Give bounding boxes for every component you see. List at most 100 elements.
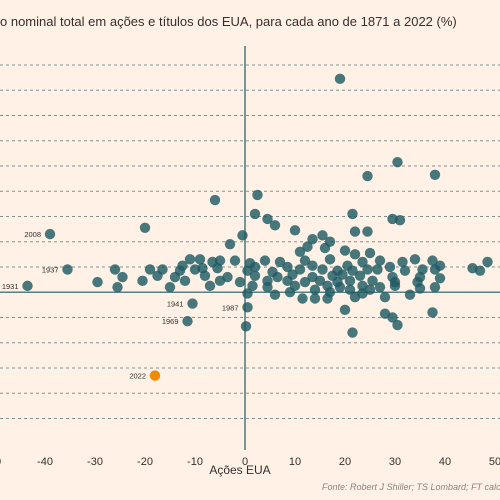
data-point xyxy=(137,275,148,287)
data-point xyxy=(272,271,283,283)
data-point xyxy=(184,254,196,265)
point-label: 1941 xyxy=(167,300,184,309)
data-point xyxy=(314,275,326,287)
data-point xyxy=(259,255,271,266)
data-point xyxy=(434,273,446,284)
x-tick-label: -30 xyxy=(87,456,103,468)
source-note: Fonte: Robert J Shiller; TS Lombard; FT … xyxy=(322,482,500,492)
data-point xyxy=(179,275,191,287)
x-tick-label: -10 xyxy=(187,456,203,468)
data-point xyxy=(22,280,33,292)
data-point xyxy=(262,281,273,293)
data-point xyxy=(164,281,176,293)
point-labels: 2008 1937 1931 1941 1987 1969 2022 xyxy=(2,230,239,380)
data-point xyxy=(274,256,286,268)
data-point xyxy=(362,170,373,182)
x-tick-label: -40 xyxy=(37,456,53,468)
data-point xyxy=(317,230,328,241)
grid-lines xyxy=(0,64,500,419)
data-point xyxy=(319,242,331,254)
data-point xyxy=(189,264,201,275)
data-point xyxy=(284,286,296,298)
data-point xyxy=(240,321,252,332)
data-point xyxy=(429,169,441,180)
data-point xyxy=(392,156,403,168)
x-axis-label: Ações EUA xyxy=(209,463,270,477)
axes xyxy=(0,46,500,450)
data-point xyxy=(302,241,313,252)
data-point xyxy=(262,213,273,225)
data-point xyxy=(209,194,221,206)
data-point xyxy=(334,73,346,85)
data-point xyxy=(364,247,376,259)
data-point xyxy=(387,312,398,323)
data-point xyxy=(229,255,241,266)
x-tick-label: 20 xyxy=(339,456,351,468)
data-point xyxy=(349,249,361,260)
data-point xyxy=(354,270,366,281)
data-point xyxy=(109,264,121,275)
data-point xyxy=(399,265,411,276)
data-point xyxy=(429,264,441,275)
data-point xyxy=(394,215,406,226)
data-point xyxy=(307,260,318,271)
data-point xyxy=(324,286,336,298)
data-point xyxy=(144,264,156,275)
data-point xyxy=(294,246,306,257)
data-point xyxy=(482,256,493,268)
x-tick-label: -20 xyxy=(137,456,153,468)
point-label: 2008 xyxy=(24,230,41,239)
data-point xyxy=(112,281,123,293)
data-point xyxy=(269,289,281,300)
data-point xyxy=(212,263,223,274)
data-point xyxy=(289,225,301,236)
data-point xyxy=(269,220,281,231)
data-point xyxy=(282,261,293,273)
data-point xyxy=(357,288,368,299)
data-point xyxy=(194,254,206,265)
data-point xyxy=(237,230,248,241)
data-point xyxy=(334,281,346,293)
data-point xyxy=(249,208,261,220)
data-point xyxy=(374,281,386,293)
data-point xyxy=(309,293,321,304)
data-point xyxy=(384,261,396,273)
data-point xyxy=(474,265,486,276)
data-point xyxy=(362,226,373,237)
data-point xyxy=(339,304,351,316)
data-point xyxy=(249,270,261,281)
data-point xyxy=(199,270,211,281)
data-point xyxy=(357,256,368,268)
data-point xyxy=(299,276,311,288)
data-point xyxy=(427,255,438,266)
data-point xyxy=(367,275,378,287)
data-point xyxy=(92,276,103,288)
data-point xyxy=(404,289,416,300)
x-tick-label: 50 xyxy=(489,456,500,468)
data-point xyxy=(187,298,198,309)
data-points xyxy=(22,73,493,381)
data-point xyxy=(282,275,293,287)
x-tick-label: 40 xyxy=(439,456,451,468)
point-label: 1937 xyxy=(42,265,59,274)
data-point xyxy=(309,284,321,295)
data-point xyxy=(242,265,253,276)
data-point xyxy=(62,264,73,275)
data-point xyxy=(379,292,391,303)
data-point xyxy=(349,226,361,237)
data-point xyxy=(347,265,358,276)
data-point xyxy=(224,239,236,250)
point-label: 1987 xyxy=(222,303,239,312)
data-point xyxy=(337,269,348,280)
data-point xyxy=(392,319,403,331)
point-label: 2022 xyxy=(129,372,146,381)
data-point xyxy=(429,281,441,293)
data-point xyxy=(242,302,253,313)
data-point xyxy=(247,280,258,292)
data-point xyxy=(317,264,328,275)
data-point xyxy=(117,271,128,283)
x-tick-label: 10 xyxy=(289,456,301,468)
data-point xyxy=(242,288,253,299)
x-tick-label: 0 xyxy=(242,456,248,468)
